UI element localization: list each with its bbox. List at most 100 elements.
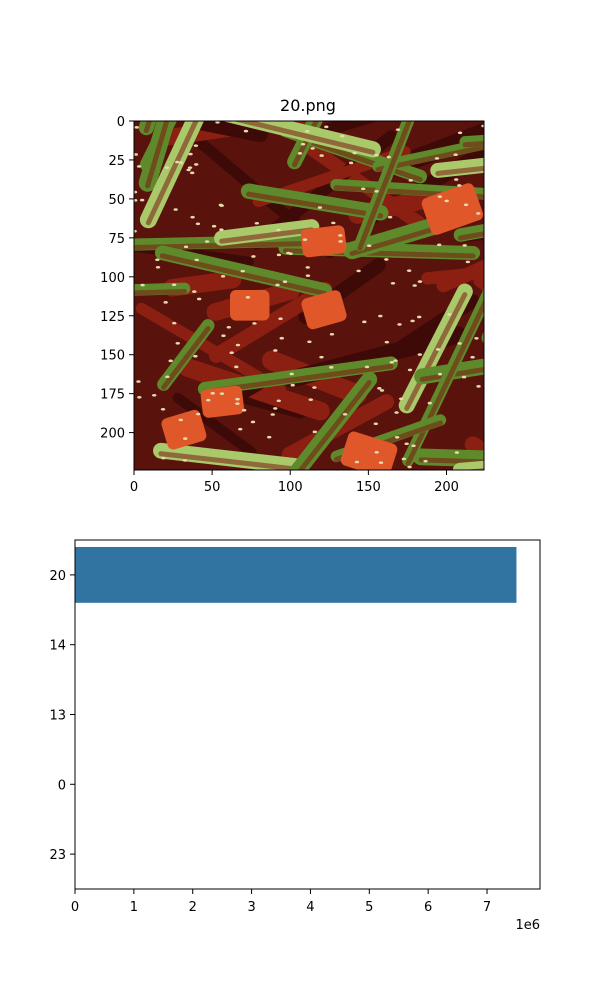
sauce-streak [461, 225, 484, 242]
sesame-seed [276, 253, 282, 257]
sesame-seed [155, 265, 161, 269]
sesame-seed [219, 392, 225, 395]
green-onion-stalk [197, 356, 398, 396]
image-y-tick-label: 0 [117, 115, 125, 130]
sesame-seed [312, 386, 317, 389]
sesame-seed [417, 353, 423, 356]
sesame-seed [395, 128, 401, 131]
sesame-seed [329, 366, 334, 369]
sauce-coating [375, 144, 484, 173]
sesame-seed [251, 255, 256, 258]
sesame-seed [134, 229, 137, 233]
sesame-seed [297, 152, 303, 155]
sesame-seed [193, 163, 199, 166]
bar-x-tick-label: 3 [247, 900, 255, 915]
sesame-seed [245, 295, 251, 299]
sesame-seed [412, 284, 417, 287]
sesame-seed [394, 411, 399, 414]
sesame-seed [254, 221, 260, 225]
green-onion-stalk [480, 285, 484, 308]
sesame-seed [356, 269, 361, 273]
sauce-coating [134, 288, 188, 296]
sesame-seed [175, 160, 180, 164]
sesame-seed [366, 244, 372, 248]
sauce-coating [219, 227, 315, 244]
sesame-seed [437, 195, 443, 198]
image-y-tick-label: 175 [100, 388, 125, 403]
sesame-seed [476, 385, 481, 388]
sesame-seed [304, 129, 310, 133]
bar-series [75, 546, 517, 603]
sesame-seed [447, 313, 452, 316]
sesame-seed [401, 457, 407, 461]
sesame-seed [374, 450, 379, 454]
sesame-seed [417, 315, 422, 319]
sesame-seed [310, 147, 315, 150]
sesame-seed [250, 420, 256, 424]
green-onion-stalk [453, 223, 484, 242]
sauce-coating [291, 121, 320, 168]
bar-x-tick-label: 0 [71, 900, 79, 915]
bar-y-axis: 20 14 13 0 23 [49, 569, 75, 863]
sesame-seed [338, 234, 343, 237]
sesame-seed [164, 166, 170, 169]
green-onion-stalk [134, 282, 191, 296]
sesame-seed [286, 251, 291, 255]
radish-chunk [340, 431, 398, 470]
sauce-streak [172, 392, 257, 458]
sesame-seed [374, 189, 379, 193]
sesame-seed [183, 437, 188, 440]
sesame-seed [165, 375, 170, 379]
sesame-seed [186, 168, 191, 172]
sesame-seed [194, 258, 199, 262]
image-y-tick-label: 150 [100, 349, 125, 364]
image-y-tick-label: 200 [100, 427, 125, 442]
sauce-coating [405, 298, 484, 467]
sesame-seed [305, 274, 311, 277]
sesame-seed [134, 153, 139, 156]
image-y-tick-label: 75 [108, 232, 125, 247]
sesame-seed [278, 317, 283, 321]
sesame-seed [423, 459, 428, 463]
sesame-seed [305, 266, 310, 269]
sesame-seed [229, 351, 234, 355]
sesame-seed [354, 460, 360, 464]
sauce-coating [233, 121, 376, 155]
sesame-seed [195, 222, 201, 226]
sesame-seed [444, 199, 449, 203]
sesame-seed [390, 281, 396, 285]
sesame-seed [340, 134, 345, 138]
sesame-seed [437, 372, 443, 376]
sauce-coating [404, 292, 468, 411]
sesame-seed [398, 397, 404, 401]
sesame-seed [454, 451, 460, 454]
sesame-seed [364, 365, 370, 369]
image-frame [133, 120, 485, 471]
sesame-seed [308, 398, 313, 401]
image-y-tick-label: 100 [100, 271, 125, 286]
sesame-seed [393, 359, 398, 362]
bar-20 [75, 546, 517, 603]
sesame-seed [407, 465, 412, 469]
sauce-coating [357, 121, 412, 251]
image-x-axis: 0 50 100 150 200 [130, 470, 459, 495]
radish-chunk [161, 409, 207, 450]
sesame-seed [378, 314, 383, 318]
sesame-seed [252, 322, 257, 325]
sesame-seed [241, 408, 247, 412]
sesame-seed [379, 389, 385, 392]
green-onion-stalk [459, 134, 484, 148]
sesame-seed [182, 459, 188, 462]
sesame-seed [171, 283, 177, 287]
bar-y-tick-label: 20 [49, 569, 66, 584]
sesame-seed [178, 418, 183, 422]
sesame-seed [282, 280, 288, 283]
sesame-seed [195, 412, 201, 416]
sesame-seed [374, 153, 379, 157]
sesame-seed [279, 336, 284, 340]
sesame-seed [196, 297, 202, 301]
radish-chunk [301, 290, 347, 330]
sesame-seed [474, 336, 479, 340]
